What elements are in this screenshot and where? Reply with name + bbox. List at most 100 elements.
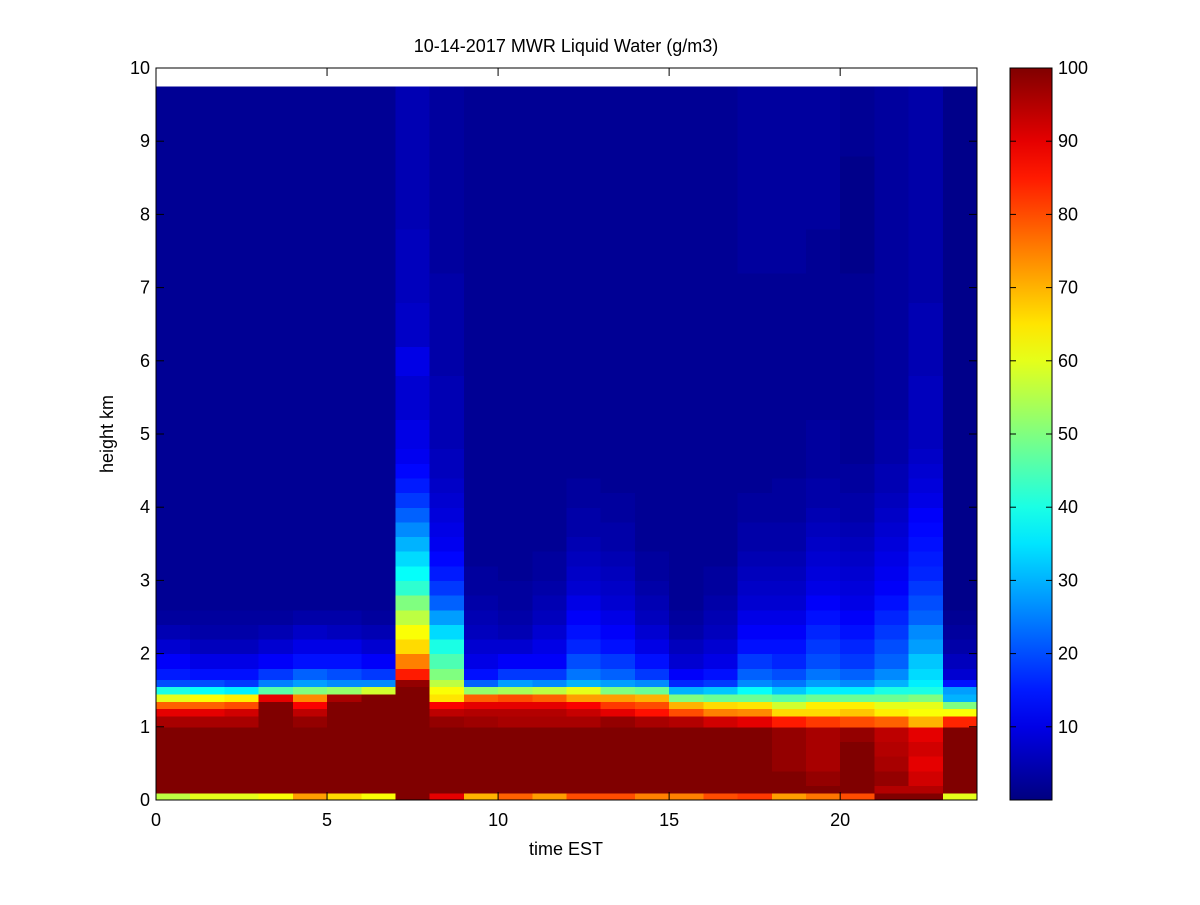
heatmap-cell	[840, 715, 875, 728]
heatmap-cell	[669, 565, 704, 581]
heatmap-cell	[361, 346, 397, 377]
heatmap-cell	[874, 507, 910, 523]
heatmap-cell	[190, 229, 226, 274]
heatmap-cell	[463, 726, 499, 743]
heatmap-cell	[156, 595, 191, 611]
heatmap-cell	[669, 272, 704, 303]
heatmap-cell	[395, 565, 431, 581]
heatmap-cell	[429, 565, 465, 581]
heatmap-cell	[669, 507, 704, 523]
heatmap-cell	[908, 580, 944, 596]
heatmap-cell	[258, 375, 294, 420]
heatmap-cell	[805, 741, 841, 757]
heatmap-cell	[258, 686, 294, 695]
heatmap-cell	[258, 756, 294, 772]
heatmap-cell	[190, 551, 226, 567]
heatmap-cell	[703, 272, 739, 303]
heatmap-cell	[908, 199, 944, 230]
heatmap-cell	[805, 679, 841, 688]
heatmap-cell	[258, 126, 294, 157]
heatmap-cell	[258, 448, 294, 464]
heatmap-cell	[361, 155, 397, 201]
heatmap-cell	[395, 609, 431, 625]
heatmap-cell	[498, 477, 533, 494]
heatmap-cell	[292, 419, 328, 450]
y-tick-label: 0	[140, 790, 150, 810]
heatmap-cell	[532, 126, 568, 157]
heatmap-cell	[669, 126, 704, 157]
heatmap-cell	[498, 609, 533, 625]
heatmap-cell	[600, 741, 636, 757]
heatmap-cell	[771, 419, 807, 450]
heatmap-cell	[805, 708, 841, 717]
heatmap-cell	[805, 792, 841, 801]
heatmap-cell	[600, 551, 636, 567]
heatmap-cell	[669, 595, 704, 611]
heatmap-cell	[737, 346, 773, 377]
heatmap-cell	[874, 609, 910, 625]
heatmap-cell	[463, 653, 499, 669]
heatmap-cell	[840, 679, 875, 688]
heatmap-cell	[429, 715, 465, 728]
heatmap-cell	[566, 419, 602, 450]
heatmap-cell	[566, 686, 602, 695]
heatmap-cell	[703, 638, 739, 655]
heatmap-cell	[805, 346, 841, 377]
heatmap-cell	[566, 715, 602, 728]
heatmap-cell	[292, 785, 328, 794]
heatmap-cell	[156, 624, 191, 640]
heatmap-cell	[532, 609, 568, 625]
heatmap-cell	[600, 536, 636, 552]
heatmap-cell	[942, 86, 978, 128]
colorbar-tick-label: 60	[1058, 351, 1078, 371]
heatmap-cell	[292, 155, 328, 201]
heatmap-cell	[805, 507, 841, 523]
heatmap-cell	[874, 668, 910, 680]
heatmap-cell	[190, 638, 226, 655]
heatmap-cell	[498, 86, 533, 128]
heatmap-cell	[395, 580, 431, 596]
heatmap-cells	[156, 86, 978, 801]
heatmap-cell	[805, 756, 841, 772]
heatmap-cell	[156, 536, 191, 552]
heatmap-cell	[942, 507, 978, 523]
heatmap-cell	[463, 448, 499, 464]
heatmap-cell	[703, 477, 739, 494]
heatmap-cell	[327, 272, 362, 303]
heatmap-cell	[669, 492, 704, 508]
heatmap-cell	[566, 653, 602, 669]
heatmap-cell	[463, 419, 499, 450]
heatmap-cell	[292, 507, 328, 523]
heatmap-cell	[805, 668, 841, 680]
heatmap-cell	[463, 551, 499, 567]
heatmap-cell	[327, 693, 362, 702]
heatmap-cell	[532, 708, 568, 717]
heatmap-cell	[258, 521, 294, 538]
heatmap-cell	[942, 580, 978, 596]
heatmap-cell	[327, 492, 362, 508]
heatmap-cell	[669, 86, 704, 128]
heatmap-cell	[566, 536, 602, 552]
heatmap-cell	[805, 375, 841, 420]
heatmap-cell	[258, 477, 294, 494]
heatmap-cell	[190, 492, 226, 508]
heatmap-cell	[292, 668, 328, 680]
heatmap-cell	[292, 638, 328, 655]
heatmap-cell	[600, 565, 636, 581]
heatmap-cell	[258, 565, 294, 581]
heatmap-cell	[634, 679, 670, 688]
heatmap-cell	[156, 463, 191, 479]
heatmap-cell	[942, 668, 978, 680]
heatmap-cell	[942, 715, 978, 728]
heatmap-cell	[361, 492, 397, 508]
heatmap-cell	[361, 448, 397, 464]
heatmap-cell	[224, 419, 260, 450]
heatmap-cell	[669, 785, 704, 794]
heatmap-cell	[156, 302, 191, 347]
heatmap-cell	[498, 756, 533, 772]
heatmap-cell	[771, 708, 807, 717]
heatmap-cell	[292, 580, 328, 596]
heatmap-cell	[224, 448, 260, 464]
heatmap-cell	[361, 756, 397, 772]
heatmap-cell	[805, 229, 841, 274]
